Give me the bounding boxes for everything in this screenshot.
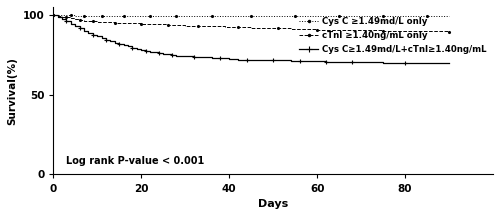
Cys C ≥1.49md/L only — [208, 14, 214, 17]
cTnI ≥1.40ng/mL only — [262, 27, 268, 29]
cTnI ≥1.40ng/mL only — [174, 24, 180, 27]
cTnI ≥1.40ng/mL only — [288, 27, 294, 30]
cTnI ≥1.40ng/mL only — [94, 20, 100, 23]
cTnI ≥1.40ng/mL only — [314, 28, 320, 31]
Cys C ≥1.49md/L only — [50, 14, 56, 16]
Cys C ≥1.49md/L only — [292, 14, 298, 17]
Line: Cys C≥1.49md/L+cTnI≥1.40ng/mL: Cys C≥1.49md/L+cTnI≥1.40ng/mL — [54, 15, 449, 63]
Cys C≥1.49md/L+cTnI≥1.40ng/mL — [208, 57, 214, 59]
Cys C≥1.49md/L+cTnI≥1.40ng/mL — [244, 58, 250, 61]
Cys C ≥1.49md/L only — [270, 14, 276, 17]
Cys C≥1.49md/L+cTnI≥1.40ng/mL — [182, 55, 188, 58]
Cys C ≥1.49md/L only — [147, 14, 153, 17]
Cys C ≥1.49md/L only — [314, 14, 320, 17]
cTnI ≥1.40ng/mL only — [72, 18, 78, 20]
cTnI ≥1.40ng/mL only — [50, 14, 56, 16]
cTnI ≥1.40ng/mL only — [380, 29, 386, 32]
Cys C≥1.49md/L+cTnI≥1.40ng/mL — [200, 56, 206, 59]
cTnI ≥1.40ng/mL only — [76, 18, 82, 21]
Cys C ≥1.49md/L only — [226, 14, 232, 17]
cTnI ≥1.40ng/mL only — [235, 26, 241, 29]
cTnI ≥1.40ng/mL only — [147, 23, 153, 25]
cTnI ≥1.40ng/mL only — [164, 24, 170, 26]
Cys C ≥1.49md/L only — [380, 14, 386, 17]
Text: Log rank P-value < 0.001: Log rank P-value < 0.001 — [66, 157, 204, 167]
cTnI ≥1.40ng/mL only — [156, 23, 162, 26]
cTnI ≥1.40ng/mL only — [222, 25, 228, 28]
Cys C≥1.49md/L+cTnI≥1.40ng/mL — [138, 49, 144, 51]
Cys C ≥1.49md/L only — [358, 14, 364, 17]
cTnI ≥1.40ng/mL only — [59, 15, 65, 18]
Cys C ≥1.49md/L only — [98, 14, 104, 17]
cTnI ≥1.40ng/mL only — [68, 17, 74, 19]
Cys C ≥1.49md/L only — [174, 14, 180, 17]
cTnI ≥1.40ng/mL only — [138, 22, 144, 25]
Y-axis label: Survival(%): Survival(%) — [7, 57, 17, 125]
cTnI ≥1.40ng/mL only — [208, 25, 214, 28]
Cys C ≥1.49md/L only — [59, 14, 65, 16]
cTnI ≥1.40ng/mL only — [274, 27, 280, 30]
Cys C ≥1.49md/L only — [248, 14, 254, 17]
Cys C ≥1.49md/L only — [120, 14, 126, 17]
X-axis label: Days: Days — [258, 199, 288, 209]
cTnI ≥1.40ng/mL only — [112, 21, 118, 24]
cTnI ≥1.40ng/mL only — [358, 29, 364, 32]
Cys C≥1.49md/L+cTnI≥1.40ng/mL — [380, 62, 386, 64]
Line: cTnI ≥1.40ng/mL only: cTnI ≥1.40ng/mL only — [54, 15, 449, 32]
Cys C ≥1.49md/L only — [191, 14, 197, 17]
cTnI ≥1.40ng/mL only — [402, 30, 408, 32]
Cys C ≥1.49md/L only — [446, 14, 452, 17]
Cys C≥1.49md/L+cTnI≥1.40ng/mL — [50, 14, 56, 16]
cTnI ≥1.40ng/mL only — [446, 30, 452, 33]
cTnI ≥1.40ng/mL only — [248, 26, 254, 29]
Cys C≥1.49md/L+cTnI≥1.40ng/mL — [446, 62, 452, 64]
cTnI ≥1.40ng/mL only — [424, 30, 430, 32]
cTnI ≥1.40ng/mL only — [103, 21, 109, 23]
Cys C ≥1.49md/L only — [336, 14, 342, 17]
Cys C ≥1.49md/L only — [68, 14, 74, 16]
Cys C ≥1.49md/L only — [108, 14, 114, 17]
cTnI ≥1.40ng/mL only — [54, 14, 60, 17]
cTnI ≥1.40ng/mL only — [86, 20, 91, 22]
cTnI ≥1.40ng/mL only — [64, 16, 70, 19]
Cys C ≥1.49md/L only — [402, 14, 408, 17]
cTnI ≥1.40ng/mL only — [301, 28, 307, 31]
cTnI ≥1.40ng/mL only — [182, 24, 188, 27]
Cys C ≥1.49md/L only — [134, 14, 140, 17]
Cys C ≥1.49md/L only — [81, 14, 87, 17]
cTnI ≥1.40ng/mL only — [196, 25, 202, 27]
Legend: Cys C ≥1.49md/L only, cTnI ≥1.40ng/mL only, Cys C≥1.49md/L+cTnI≥1.40ng/mL: Cys C ≥1.49md/L only, cTnI ≥1.40ng/mL on… — [296, 15, 489, 56]
Line: Cys C ≥1.49md/L only: Cys C ≥1.49md/L only — [54, 15, 449, 16]
Cys C ≥1.49md/L only — [424, 14, 430, 17]
cTnI ≥1.40ng/mL only — [130, 22, 136, 24]
Cys C ≥1.49md/L only — [90, 14, 96, 17]
cTnI ≥1.40ng/mL only — [81, 19, 87, 22]
Cys C ≥1.49md/L only — [72, 14, 78, 17]
Cys C≥1.49md/L+cTnI≥1.40ng/mL — [90, 33, 96, 36]
cTnI ≥1.40ng/mL only — [336, 29, 342, 31]
Cys C ≥1.49md/L only — [160, 14, 166, 17]
cTnI ≥1.40ng/mL only — [90, 20, 96, 23]
cTnI ≥1.40ng/mL only — [120, 22, 126, 24]
